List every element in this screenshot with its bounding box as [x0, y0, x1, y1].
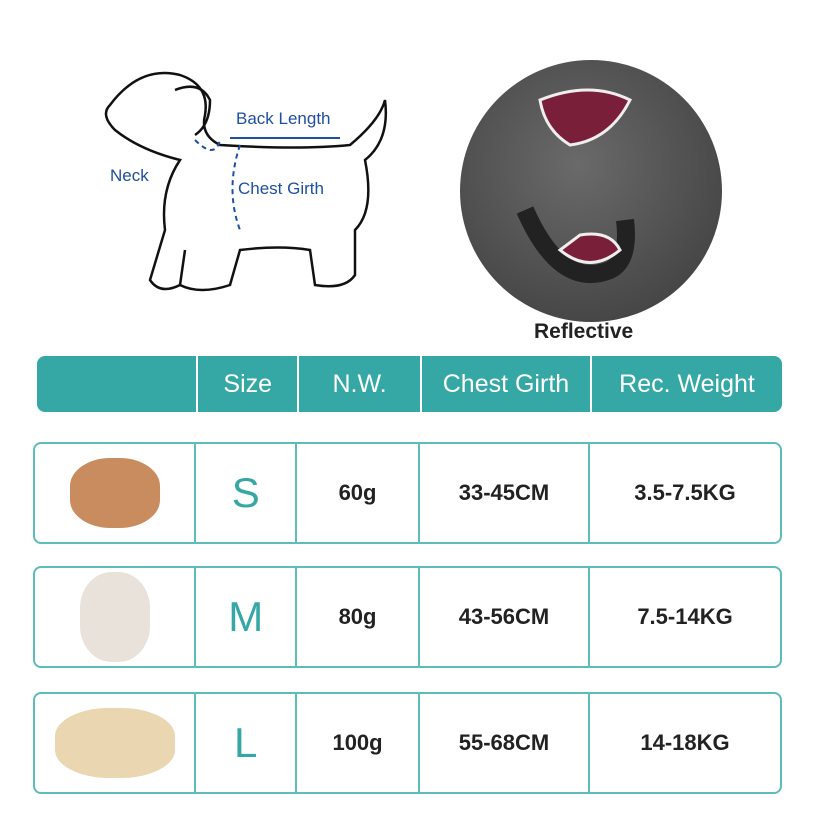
- weight-cell: 7.5-14KG: [588, 568, 780, 666]
- nw-cell: 80g: [295, 568, 418, 666]
- neck-label: Neck: [110, 166, 149, 185]
- dog-measurement-illustration: [104, 71, 387, 292]
- labrador-image: [54, 708, 175, 778]
- chest-cell: 55-68CM: [417, 694, 588, 792]
- reflective-caption: Reflective: [534, 320, 634, 343]
- harness-photo: [460, 60, 722, 322]
- header-chest-girth: Chest Girth: [419, 356, 590, 412]
- chest-cell: 43-56CM: [417, 568, 588, 666]
- header-image: [37, 356, 196, 412]
- table-row: S 60g 33-45CM 3.5-7.5KG: [33, 442, 782, 544]
- back-length-label: Back Length: [236, 109, 331, 128]
- size-cell: L: [194, 694, 295, 792]
- nw-cell: 100g: [295, 694, 418, 792]
- chest-girth-label: Chest Girth: [238, 179, 324, 198]
- table-row: L 100g 55-68CM 14-18KG: [33, 692, 782, 794]
- size-cell: M: [194, 568, 295, 666]
- header-nw: N.W.: [297, 356, 420, 412]
- weight-cell: 3.5-7.5KG: [588, 444, 780, 542]
- chest-cell: 33-45CM: [417, 444, 588, 542]
- size-cell: S: [194, 444, 295, 542]
- weight-cell: 14-18KG: [588, 694, 780, 792]
- header-rec-weight: Rec. Weight: [590, 356, 782, 412]
- header-size: Size: [196, 356, 297, 412]
- nw-cell: 60g: [295, 444, 418, 542]
- french-bulldog-image: [79, 572, 150, 662]
- table-header: Size N.W. Chest Girth Rec. Weight: [37, 356, 782, 412]
- table-row: M 80g 43-56CM 7.5-14KG: [33, 566, 782, 668]
- poodle-image: [69, 458, 160, 528]
